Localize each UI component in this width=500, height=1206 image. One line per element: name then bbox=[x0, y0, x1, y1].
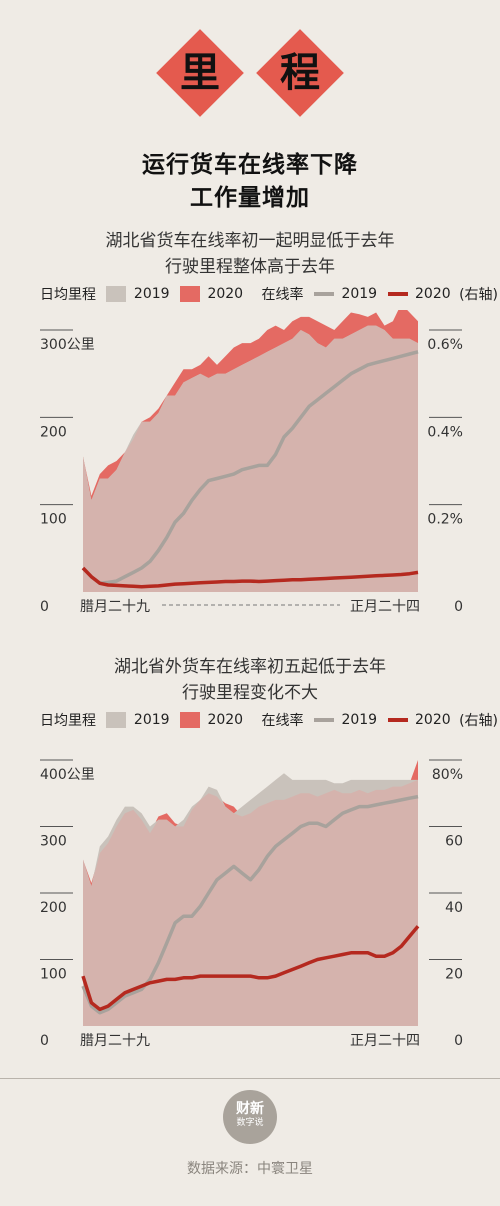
legend2-swatch-2019-line bbox=[314, 718, 334, 722]
left-tick-label: 400公里 bbox=[40, 767, 95, 783]
footer-divider bbox=[0, 1078, 500, 1079]
area-overlap-mileage bbox=[83, 325, 418, 592]
right-tick-label: 0.4% bbox=[427, 424, 463, 440]
left-tick-label: 0 bbox=[40, 599, 49, 615]
legend-right-axis-note: (右轴) bbox=[459, 287, 499, 303]
x-label-start: 腊月二十九 bbox=[80, 1033, 150, 1049]
chart2-title: 湖北省外货车在线率初五起低于去年 bbox=[114, 657, 386, 677]
legend2-swatch-2020-area bbox=[180, 712, 200, 728]
legend-2019-area-label: 2019 bbox=[133, 286, 170, 302]
right-tick-label: 40 bbox=[445, 900, 463, 916]
line-2019-online-rate bbox=[81, 794, 419, 1015]
logo-text-sub: 数字说 bbox=[236, 1118, 264, 1128]
right-tick-label: 0.2% bbox=[427, 512, 463, 528]
legend2-2020-area-label: 2020 bbox=[207, 712, 244, 728]
chart2-plot: 0 100 200 300 400公里 0 20 40 60 80% 腊月二十九 正月二十四 bbox=[40, 759, 463, 1049]
legend-2019-line-label: 2019 bbox=[341, 286, 378, 302]
title-badges: 里 程 bbox=[0, 29, 500, 138]
headline-line1: 运行货车在线率下降 bbox=[142, 152, 358, 178]
left-tick-label: 0 bbox=[40, 1033, 49, 1049]
left-tick-label: 300 bbox=[40, 834, 67, 850]
chart1-legend: 日均里程 2019 2020 在线率 2019 2020 (右轴) bbox=[40, 284, 498, 306]
legend2-swatch-2019-area bbox=[106, 712, 127, 728]
left-tick-label: 100 bbox=[40, 512, 67, 528]
left-tick-label: 300公里 bbox=[40, 337, 95, 353]
line-2020-online-rate bbox=[81, 566, 419, 589]
left-tick-label: 200 bbox=[40, 900, 67, 916]
legend2-right-axis-note: (右轴) bbox=[459, 713, 499, 729]
right-tick-label: 0 bbox=[454, 1033, 463, 1049]
x-label-start: 腊月二十九 bbox=[80, 599, 150, 615]
legend-2020-line-label: 2020 bbox=[415, 286, 451, 302]
right-tick-label: 60 bbox=[445, 834, 463, 850]
badge-char-right: 程 bbox=[280, 49, 320, 96]
chart2-subtitle: 行驶里程变化不大 bbox=[182, 683, 318, 703]
legend2-mileage-label: 日均里程 bbox=[40, 713, 96, 729]
legend-2020-area-label: 2020 bbox=[207, 286, 244, 302]
legend2-2019-area-label: 2019 bbox=[133, 712, 170, 728]
logo-text-main: 财新 bbox=[236, 1101, 264, 1117]
right-tick-label: 20 bbox=[445, 967, 463, 983]
data-source-note: 数据来源：中寰卫星 bbox=[187, 1161, 313, 1177]
badge-char-left: 里 bbox=[180, 49, 220, 96]
right-tick-label: 0.6% bbox=[427, 337, 463, 353]
chart1-subtitle: 行驶里程整体高于去年 bbox=[165, 257, 335, 277]
legend-swatch-2019-line bbox=[314, 292, 334, 296]
legend-swatch-2020-line bbox=[387, 292, 408, 296]
caixin-logo: 财新 数字说 bbox=[223, 1090, 277, 1144]
legend-swatch-2020-area bbox=[180, 286, 200, 302]
legend2-2019-line-label: 2019 bbox=[341, 712, 378, 728]
left-tick-label: 200 bbox=[40, 424, 67, 440]
line-2019-online-rate bbox=[81, 350, 419, 586]
legend2-rate-label: 在线率 bbox=[261, 713, 304, 729]
legend-mileage-label: 日均里程 bbox=[40, 287, 96, 303]
legend2-2020-line-label: 2020 bbox=[415, 712, 451, 728]
chart1-title: 湖北省货车在线率初一起明显低于去年 bbox=[105, 231, 395, 251]
left-tick-label: 100 bbox=[40, 967, 67, 983]
chart2-legend: 日均里程 2019 2020 在线率 2019 2020 (右轴) bbox=[40, 710, 498, 732]
x-label-end: 正月二十四 bbox=[350, 599, 420, 615]
line-2020-online-rate bbox=[81, 925, 420, 1012]
x-label-end: 正月二十四 bbox=[350, 1033, 420, 1049]
area-overlap-mileage bbox=[83, 779, 418, 1026]
headline-line2: 工作量增加 bbox=[190, 185, 310, 211]
right-tick-label: 80% bbox=[432, 767, 463, 783]
legend-rate-label: 在线率 bbox=[261, 287, 304, 303]
legend-swatch-2019-area bbox=[106, 286, 127, 302]
chart1-plot: 0 100 200 300公里 0 0.2% 0.4% 0.6% 腊月二十九 正月二十四 bbox=[40, 310, 463, 615]
legend2-swatch-2020-line bbox=[387, 718, 408, 722]
right-tick-label: 0 bbox=[454, 599, 463, 615]
